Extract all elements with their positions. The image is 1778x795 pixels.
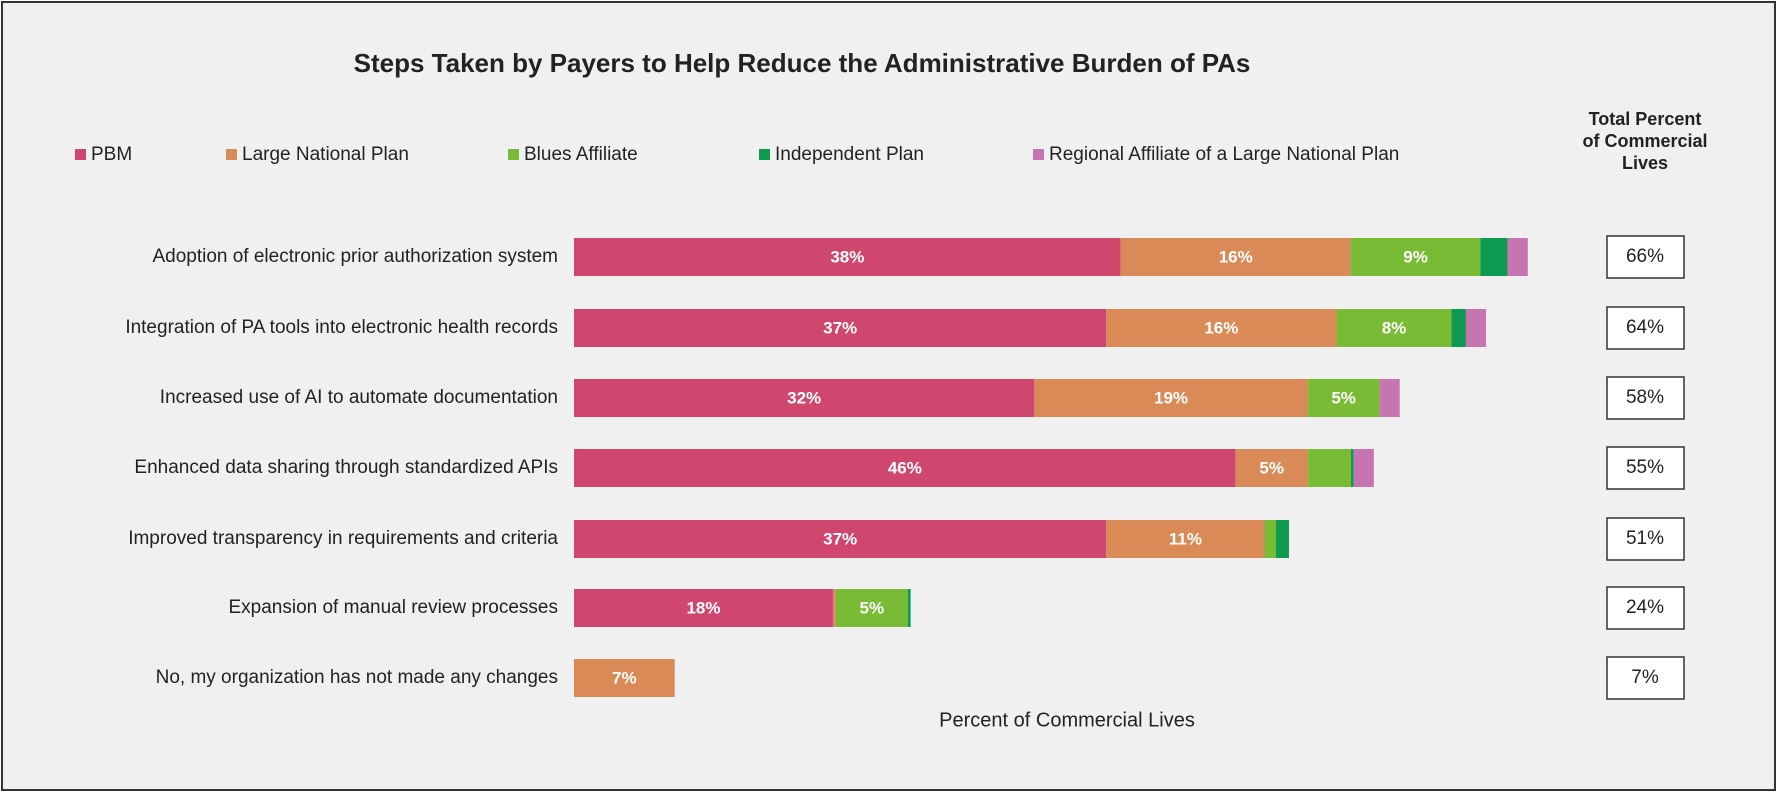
bar-segment — [574, 659, 675, 697]
totals-title: Total Percent of Commercial Lives — [1582, 109, 1708, 173]
category-label: Adoption of electronic prior authorizati… — [152, 246, 558, 267]
legend-label: Independent Plan — [775, 144, 924, 165]
bar-segment — [1034, 379, 1308, 417]
data-label: 37% — [823, 318, 857, 337]
data-label: 32% — [787, 388, 821, 407]
bar-segment — [907, 589, 911, 627]
data-label: 9% — [1403, 247, 1428, 266]
data-label: 37% — [823, 529, 857, 548]
bar-segment — [1507, 238, 1528, 276]
data-label: 46% — [888, 458, 922, 477]
total-label: 55% — [1626, 457, 1664, 478]
bar-segment — [1106, 309, 1337, 347]
data-label: 16% — [1204, 318, 1238, 337]
total-label: 66% — [1626, 246, 1664, 267]
chart-title: Steps Taken by Payers to Help Reduce the… — [354, 48, 1251, 78]
data-label: 5% — [1331, 388, 1356, 407]
bar-segment — [1120, 238, 1351, 276]
data-label: 11% — [1169, 529, 1202, 548]
bar-segment — [835, 589, 908, 627]
bar-segment — [574, 309, 1107, 347]
legend-swatch — [508, 149, 519, 160]
data-label: 7% — [612, 668, 637, 687]
category-label: Integration of PA tools into electronic … — [125, 317, 558, 338]
bar-segment — [1451, 309, 1466, 347]
total-box — [1606, 586, 1685, 630]
data-label: 19% — [1154, 388, 1188, 407]
total-box — [1606, 235, 1685, 279]
total-box — [1606, 517, 1685, 561]
bar-segment — [574, 589, 833, 627]
legend-label: Blues Affiliate — [524, 144, 638, 165]
legend-swatch — [1033, 149, 1044, 160]
legend-swatch — [75, 149, 86, 160]
bar-segment — [1465, 309, 1487, 347]
data-label: 18% — [686, 598, 720, 617]
total-box — [1606, 306, 1685, 350]
bar-segment — [574, 520, 1107, 558]
category-label: Improved transparency in requirements an… — [128, 528, 558, 549]
bar-segment — [574, 379, 1035, 417]
total-label: 58% — [1626, 387, 1664, 408]
bar-segment — [1336, 309, 1452, 347]
data-label: 16% — [1219, 247, 1253, 266]
total-label: 64% — [1626, 317, 1664, 338]
data-label: 8% — [1382, 318, 1407, 337]
total-label: 24% — [1626, 597, 1664, 618]
total-box — [1606, 656, 1685, 700]
category-label: No, my organization has not made any cha… — [156, 667, 558, 688]
total-label: 7% — [1631, 667, 1659, 688]
bar-segment — [574, 449, 1236, 487]
bar-segment — [1264, 520, 1277, 558]
bar-segment — [1307, 379, 1380, 417]
data-label: 5% — [859, 598, 884, 617]
legend-swatch — [759, 149, 770, 160]
legend-label: Regional Affiliate of a Large National P… — [1049, 144, 1399, 165]
x-axis-label: Percent of Commercial Lives — [939, 709, 1195, 731]
bar-segment — [1276, 520, 1289, 558]
category-label: Enhanced data sharing through standardiz… — [134, 457, 558, 478]
data-label: 38% — [830, 247, 864, 266]
bar-segment — [1480, 238, 1508, 276]
legend-swatch — [226, 149, 237, 160]
bar-segment — [1350, 449, 1354, 487]
data-label: 5% — [1259, 458, 1284, 477]
bar-segment — [1106, 520, 1265, 558]
bar-segment — [574, 238, 1121, 276]
legend-label: Large National Plan — [242, 144, 409, 165]
total-label: 51% — [1626, 528, 1664, 549]
bar-segment — [1353, 449, 1374, 487]
total-box — [1606, 446, 1685, 490]
legend-label: PBM — [91, 144, 132, 165]
bar-segment — [1379, 379, 1400, 417]
bar-segment — [1235, 449, 1308, 487]
category-label: Expansion of manual review processes — [228, 597, 558, 618]
bar-segment — [1350, 238, 1481, 276]
category-label: Increased use of AI to automate document… — [160, 387, 558, 408]
bar-segment — [832, 589, 836, 627]
total-box — [1606, 376, 1685, 420]
bar-segment — [1307, 449, 1351, 487]
